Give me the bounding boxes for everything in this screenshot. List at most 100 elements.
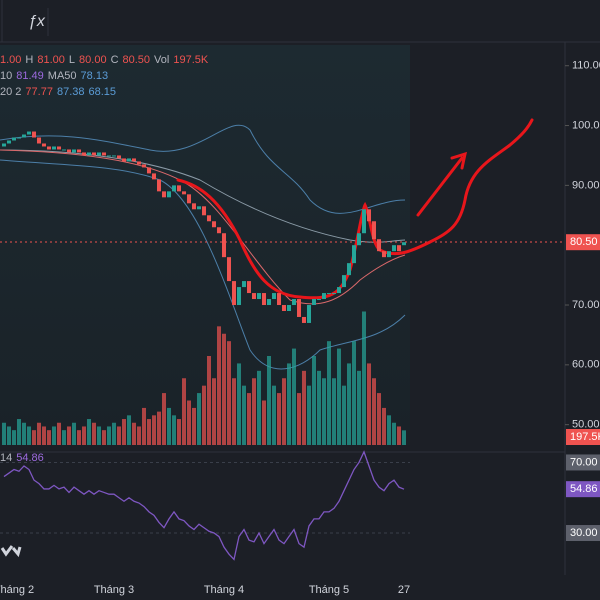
volume-bar [162,393,166,445]
volume-bar [322,378,326,445]
volume-bar [7,426,11,445]
legend-row: 1.00 H 81.00 L 80.00 C 80.50 Vol 197.5K [0,54,209,66]
x-tick-label: Tháng 4 [204,584,244,596]
volume-bar [107,426,111,445]
volume-bar [342,385,346,445]
volume-bar [307,385,311,445]
candle-body [292,299,296,306]
volume-bar [47,430,51,445]
candle-body [192,203,196,210]
volume-bar [387,415,391,445]
candle-body [172,185,176,192]
volume-bar [392,422,396,445]
candle-body [397,245,401,252]
ma20 [0,149,406,305]
volume-bar [232,378,236,445]
volume-bar [297,393,301,445]
legend-token: 1.00 [0,54,21,66]
last-price-label-badge [566,234,600,251]
rsi-tick-label: 70.00 [570,456,598,468]
volume-bar [357,370,361,445]
volume-bar [97,426,101,445]
candle-body [367,209,371,222]
volume-bar [117,426,121,445]
legend-token: 80.50 [123,54,151,66]
y-tick-label: 60.00 [572,359,600,371]
candle-body [157,179,161,192]
volume-bar [147,419,151,445]
candle-body [7,140,11,144]
legend-row: 14 54.86 [0,452,44,464]
legend-token: L [69,54,75,66]
volume-label: 197.5K [570,431,600,443]
candle-body [262,293,266,306]
volume-bar [112,422,116,445]
legend-token: 78.13 [81,70,109,82]
volume-bar [192,407,196,445]
candle-body [247,281,251,294]
volume-bar [52,426,56,445]
candle-body [127,158,131,162]
volume-bar [267,356,271,445]
candle-body [207,215,211,222]
candle-body [152,173,156,180]
x-tick-label: Tháng 5 [309,584,349,596]
fx-button[interactable]: ƒx [28,13,46,30]
candle-body [167,191,171,198]
candle-body [17,137,21,139]
volume-bar [382,407,386,445]
candle-body [182,191,186,195]
candle-body [132,158,136,162]
x-tick-label: 27 [398,584,410,596]
volume-label-badge [566,429,600,445]
candle-body [37,137,41,144]
legend-token: 54.86 [16,452,44,464]
candle-body [67,149,71,153]
volume-bar [87,419,91,445]
volume-bar [352,341,356,445]
candle-body [72,149,76,153]
volume-bar [17,419,21,445]
volume-bar [172,415,176,445]
last-price-label: 80.50 [570,236,598,248]
volume-bar [82,426,86,445]
bollinger-upper [0,124,406,214]
candle-body [297,299,301,317]
candle-body [302,316,306,323]
candle-body [382,251,386,258]
x-tick-label: Tháng 3 [94,584,134,596]
legend-token: 81.49 [16,70,44,82]
volume-bar [227,341,231,445]
rsi-label: 54.86 [570,483,598,495]
legend-token: C [111,54,119,66]
candle-body [272,293,276,300]
legend-token: 87.38 [57,86,85,98]
legend-token: 20 2 [0,86,21,98]
candle-body [202,206,206,216]
candle-body [187,194,191,204]
candle-body [282,305,286,311]
candle-body [177,185,181,192]
volume-bar [377,393,381,445]
axis-badge [566,454,600,471]
logo [0,545,22,558]
candle-body [252,293,256,300]
volume-bar [272,385,276,445]
candle-body [237,287,241,306]
legend-token: 81.00 [37,54,65,66]
volume-bar [302,370,306,445]
volume-bar [237,363,241,445]
volume-bar [332,378,336,445]
volume-bar [197,393,201,445]
candle-body [377,239,381,252]
volume-bar [127,415,131,445]
candle-body [92,152,96,156]
volume-bar [282,378,286,445]
candle-body [77,149,81,153]
y-tick-label: 100.00 [572,119,600,131]
candle-body [107,155,111,157]
volume-bar [257,370,261,445]
volume-bar [132,422,136,445]
legend-token: 10 [0,70,12,82]
legend-token: 68.15 [88,86,116,98]
